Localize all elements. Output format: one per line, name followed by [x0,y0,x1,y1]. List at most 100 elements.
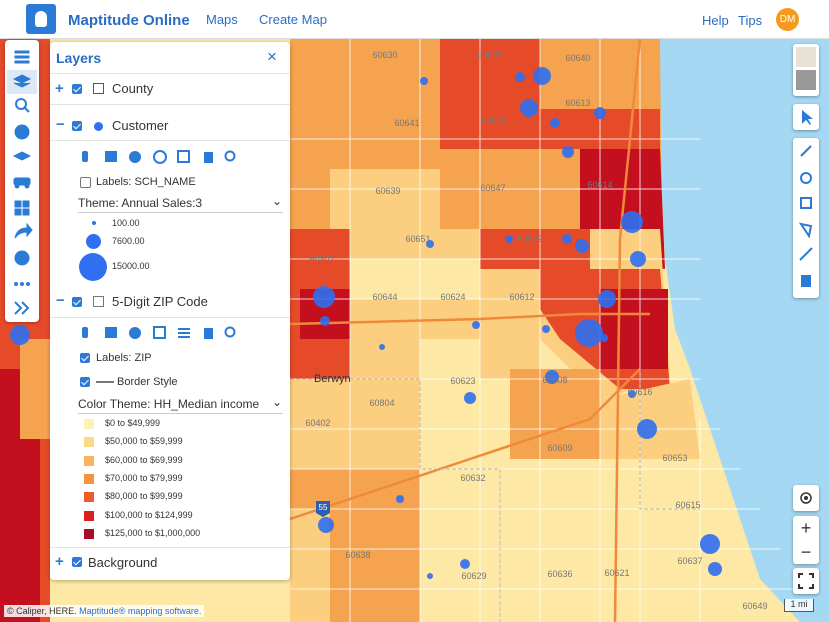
zip-label: 60609 [547,443,572,453]
legend-swatch [84,510,94,521]
dropdown-arrow[interactable]: ⌄ [272,194,283,208]
place-label: Berwyn [314,373,351,385]
legend-swatch [84,528,94,539]
layers-panel: Layers × + County − Customer Labels: SCH… [50,42,290,580]
info-icon[interactable] [14,124,30,140]
checkbox[interactable] [80,177,91,188]
labels-option[interactable]: Labels: SCH_NAME [96,176,196,188]
legend-label: $50,000 to $59,999 [105,436,183,447]
more-icon[interactable] [14,282,30,286]
layer-name[interactable]: County [112,81,154,96]
car-icon[interactable] [13,177,31,186]
zip-label: 60608 [542,375,567,385]
layer-tools[interactable] [78,324,248,342]
legend-label: $80,000 to $99,999 [105,491,183,502]
theme-select[interactable]: Color Theme: HH_Median income [78,397,260,411]
expand-icon[interactable] [14,301,30,315]
zip-label: 60618 [481,116,506,126]
checkbox[interactable] [72,84,82,94]
toolbar-icons [7,50,37,315]
globe-icon[interactable] [14,250,30,266]
border-option[interactable]: Border Style [117,376,178,388]
expand[interactable]: + [55,553,64,570]
size-legend: 15000.00 [112,261,150,271]
tips-link[interactable]: Tips [738,13,763,28]
draw-tools[interactable] [793,138,819,298]
zip-label: 60614 [587,180,612,190]
dropdown-arrow[interactable]: ⌄ [272,395,283,409]
locate-button[interactable] [793,485,819,511]
basemap-switch[interactable] [793,44,819,96]
nav-link[interactable]: Create Map [259,12,327,27]
zip-label: 60644 [372,292,397,302]
collapse[interactable]: − [56,292,65,309]
zip-label: 60612 [509,292,534,302]
attribution-link[interactable]: Maptitude® mapping software. [79,606,202,616]
logo[interactable] [26,4,56,34]
legend-swatch [84,419,94,429]
zip-label: 60632 [460,473,485,483]
zip-label: 60402 [305,418,330,428]
county-symbol [93,83,104,94]
panel-title: Layers [56,50,102,66]
add-layer-icon[interactable] [12,151,32,161]
zip-label: 60647 [480,183,505,193]
legend-label: $125,000 to $1,000,000 [105,527,201,538]
map: 60630 60625 60640 60641 60613 60618 60639 60614… [0,39,829,622]
layers-icon[interactable] [12,74,32,88]
avatar[interactable]: DM [776,8,799,31]
help-link[interactable]: Help [702,13,729,28]
fullscreen-button[interactable] [793,568,819,594]
checkbox[interactable] [72,557,82,567]
zip-label: 60638 [345,550,370,560]
theme-select[interactable]: Theme: Annual Sales:3 [78,196,203,210]
checkbox[interactable] [72,121,82,131]
share-icon[interactable] [14,222,33,239]
zip-label: 60636 [547,569,572,579]
expand[interactable]: + [55,80,64,97]
size-legend: 7600.00 [112,236,145,246]
zoom-controls[interactable]: + − [793,516,819,564]
layer-name[interactable]: 5-Digit ZIP Code [112,294,208,309]
zip-label: 60613 [565,98,590,108]
layer-name[interactable]: Customer [112,118,169,133]
list-icon[interactable] [14,50,30,64]
top-bar: Maptitude Online Maps Create Map Help Ti… [0,0,829,39]
nav-link[interactable]: Maps [206,12,238,27]
layer-tools[interactable] [78,148,248,166]
zip-label: 60623 [450,376,475,386]
grid-icon[interactable] [14,200,30,216]
zip-label: 60616 [627,387,652,397]
zip-label: 60641 [394,118,419,128]
close-button[interactable]: × [267,47,277,66]
checkbox[interactable] [72,297,82,307]
zip-label: 60621 [604,568,629,578]
app-title[interactable]: Maptitude Online [68,12,190,29]
legend-label: $60,000 to $69,999 [105,454,183,465]
attribution: © Caliper, HERE. Maptitude® mapping soft… [4,605,205,617]
checkbox[interactable] [80,377,90,387]
checkbox[interactable] [80,353,90,363]
zip-label: 60651 [405,234,430,244]
area-symbol [93,296,104,307]
zip-label: 60637 [677,556,702,566]
left-toolbar [5,40,39,322]
legend-swatch [84,455,94,466]
legend-label: $70,000 to $79,999 [105,472,183,483]
zip-label: 60639 [375,186,400,196]
zip-label: 60653 [662,453,687,463]
layer-name[interactable]: Background [88,555,158,570]
size-legend: 100.00 [112,218,140,228]
select-tool[interactable] [793,104,819,130]
labels-option[interactable]: Labels: ZIP [96,352,152,364]
legend-label: $0 to $49,999 [105,418,161,428]
collapse[interactable]: − [56,116,65,133]
zip-label: 60804 [369,398,394,408]
search-icon[interactable] [15,98,27,110]
zip-label: 60630 [372,50,397,60]
zip-label: 60615 [675,500,700,510]
zip-label: 60649 [742,601,767,611]
legend-swatch [84,492,94,503]
zip-label: 60624 [440,292,465,302]
